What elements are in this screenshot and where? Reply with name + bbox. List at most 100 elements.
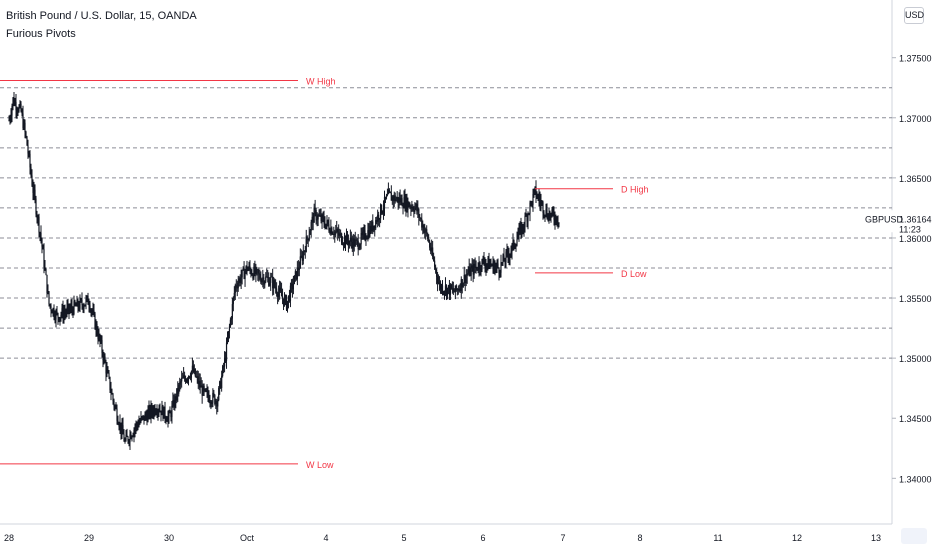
candle-body	[240, 277, 242, 283]
candle-body	[263, 277, 265, 285]
candle-body	[530, 201, 532, 203]
candle-body	[166, 420, 168, 422]
candle-body	[192, 365, 194, 373]
candle-body	[226, 339, 229, 343]
candle-body	[547, 217, 549, 221]
price-tick-label: 1.37000	[899, 114, 932, 124]
candle-body	[254, 266, 256, 274]
candle-body	[306, 236, 308, 239]
candle-body	[538, 195, 540, 200]
candle-body	[42, 246, 44, 250]
candle-body	[154, 407, 156, 414]
candle-body	[110, 390, 112, 394]
candle-body	[237, 282, 239, 289]
candle-body	[241, 269, 243, 278]
candle-body	[423, 225, 425, 233]
candle-body	[476, 266, 478, 270]
candle-body	[89, 305, 91, 311]
candle-body	[184, 375, 186, 379]
candle-body	[461, 279, 463, 288]
candle-body	[371, 221, 373, 232]
candle-body	[434, 260, 436, 267]
candle-body	[123, 434, 125, 442]
candle-body	[396, 197, 398, 200]
candle-body	[380, 204, 383, 214]
candle-body	[487, 257, 489, 264]
candle-body	[246, 266, 248, 271]
price-axis[interactable]: 1.37500 1.37000 1.36500 1.36000 1.35500 1.350…	[892, 54, 932, 485]
candle-body	[175, 396, 177, 401]
candle-body	[221, 376, 223, 389]
candle-body	[80, 299, 82, 301]
candle-body	[227, 331, 230, 340]
candle-body	[495, 265, 497, 267]
candle-body	[210, 401, 212, 404]
candle-body	[236, 287, 238, 289]
candle-body	[51, 310, 53, 314]
candle-body	[420, 218, 422, 220]
candle-body	[71, 305, 73, 310]
time-axis[interactable]: 28 29 30 Oct 4 5 6 7 8 11 12 13	[4, 533, 881, 543]
candle-body	[399, 197, 401, 203]
candle-body	[250, 269, 252, 275]
candle-body	[485, 265, 487, 268]
candle-body	[93, 310, 95, 314]
candle-body	[416, 203, 418, 212]
candle-body	[150, 406, 152, 417]
candle-body	[294, 271, 296, 276]
axis-settings-button[interactable]	[901, 528, 927, 544]
candle-body	[334, 231, 336, 235]
price-tick-label: 1.36500	[899, 174, 932, 184]
candle-body	[447, 285, 450, 288]
candle-body	[404, 197, 406, 209]
candle-body	[186, 379, 189, 381]
indicator-name[interactable]: Furious Pivots	[6, 28, 76, 40]
candle-body	[537, 195, 539, 198]
candle-body	[196, 376, 198, 378]
candle-body	[282, 298, 285, 306]
pivot-line-label: W High	[306, 77, 336, 87]
candle-body	[340, 233, 342, 235]
currency-badge[interactable]: USD	[904, 7, 924, 24]
candle-body	[84, 304, 86, 307]
candle-body	[77, 300, 79, 308]
candle-body	[321, 214, 323, 222]
candle-body	[235, 285, 237, 288]
candle-body	[172, 400, 174, 406]
candle-body	[488, 257, 490, 269]
candle-body	[349, 237, 351, 242]
candle-body	[276, 288, 278, 294]
candle-body	[469, 266, 471, 276]
candle-body	[275, 286, 277, 289]
candle-body	[207, 390, 209, 397]
candle-body	[9, 118, 11, 121]
candle-body	[133, 429, 135, 436]
candle-body	[293, 275, 295, 284]
candle-body	[195, 376, 197, 378]
candle-body	[277, 293, 279, 297]
candle-body	[286, 300, 289, 310]
candle-body	[373, 225, 375, 231]
candle-body	[510, 251, 512, 255]
candle-body	[300, 255, 302, 257]
candle-body	[56, 311, 58, 314]
pivot-levels	[0, 87, 892, 359]
candle-body	[342, 243, 345, 245]
candle-body	[392, 196, 394, 201]
candle-body	[117, 420, 119, 425]
candle-body	[128, 441, 130, 443]
candle-body	[18, 106, 20, 112]
time-tick-label: 28	[4, 533, 14, 543]
candle-body	[44, 267, 46, 269]
candle-body	[106, 369, 108, 374]
candle-body	[483, 258, 485, 264]
candle-body	[144, 414, 146, 421]
symbol-title[interactable]: British Pound / U.S. Dollar, 15, OANDA	[6, 10, 197, 22]
candle-body	[281, 296, 284, 299]
candle-body	[32, 185, 34, 193]
candle-body	[180, 381, 182, 383]
candle-body	[518, 228, 520, 236]
candle-body	[129, 434, 131, 443]
candle-body	[403, 197, 405, 208]
